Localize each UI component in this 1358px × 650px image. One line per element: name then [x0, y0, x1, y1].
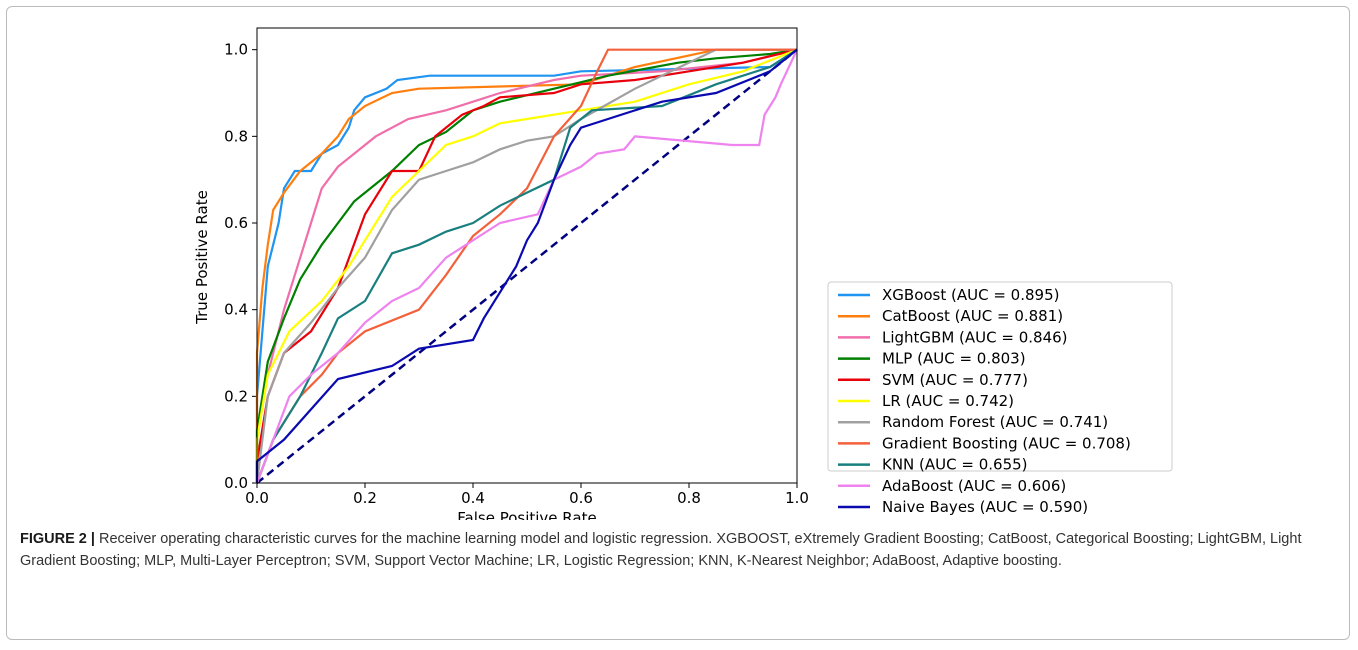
y-tick-label: 0.8: [224, 127, 248, 145]
chart: False Positive Rate True Positive Rate 0…: [193, 27, 1173, 520]
roc-curve: [255, 48, 798, 483]
y-axis-label: True Positive Rate: [193, 190, 211, 325]
roc-curve: [255, 48, 798, 483]
x-tick-label: 0.2: [353, 489, 377, 507]
y-tick-label: 0.6: [224, 214, 248, 232]
legend-label: CatBoost (AUC = 0.881): [882, 307, 1063, 325]
roc-curve: [255, 49, 798, 484]
plot-frame: [256, 27, 798, 484]
x-tick-label: 0.8: [677, 489, 701, 507]
roc-curve: [255, 48, 798, 483]
x-tick-label: 0.4: [461, 489, 485, 507]
legend-box: [827, 281, 1173, 472]
legend-label: MLP (AUC = 0.803): [882, 350, 1026, 368]
roc-curve: [255, 48, 797, 484]
x-axis-label: False Positive Rate: [457, 509, 596, 520]
legend-label: SVM (AUC = 0.777): [882, 371, 1028, 389]
caption: FIGURE 2 | Receiver operating characteri…: [20, 528, 1340, 572]
legend-label: XGBoost (AUC = 0.895): [882, 286, 1059, 304]
roc-curve: [255, 48, 797, 484]
roc-curve: [255, 48, 798, 483]
roc-curve: [255, 48, 798, 484]
chance-diagonal: [256, 48, 798, 484]
y-tick-label: 0.0: [224, 474, 248, 492]
legend-label: LightGBM (AUC = 0.846): [882, 328, 1068, 346]
legend-label: Gradient Boosting (AUC = 0.708): [882, 434, 1131, 452]
x-tick-label: 1.0: [785, 489, 809, 507]
legend-label: KNN (AUC = 0.655): [882, 456, 1028, 474]
legend-label: Naive Bayes (AUC = 0.590): [882, 498, 1088, 516]
y-tick-label: 0.4: [224, 301, 248, 319]
roc-curve: [255, 48, 798, 483]
x-tick-label: 0.0: [245, 489, 269, 507]
figure-frame: [6, 6, 1350, 640]
legend-label: LR (AUC = 0.742): [882, 392, 1014, 410]
x-tick-label: 0.6: [569, 489, 593, 507]
legend-label: Random Forest (AUC = 0.741): [882, 413, 1108, 431]
caption-label: FIGURE 2 |: [20, 531, 95, 547]
legend-label: AdaBoost (AUC = 0.606): [882, 477, 1066, 495]
caption-text: Receiver operating characteristic curves…: [20, 531, 1302, 569]
y-tick-label: 1.0: [224, 41, 248, 59]
y-tick-label: 0.2: [224, 387, 248, 405]
